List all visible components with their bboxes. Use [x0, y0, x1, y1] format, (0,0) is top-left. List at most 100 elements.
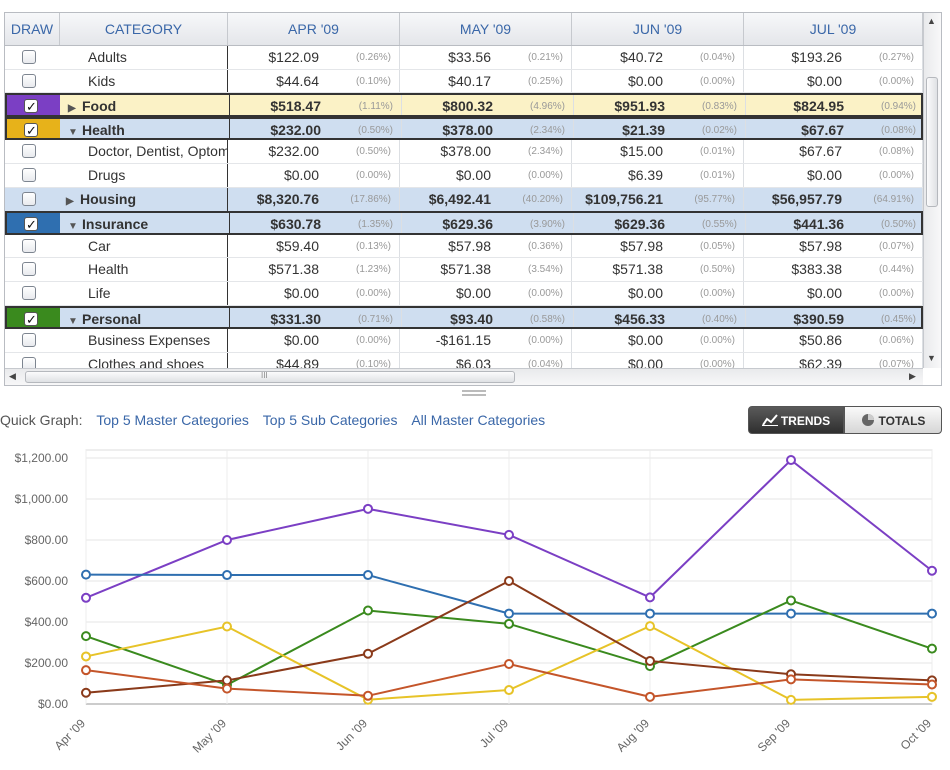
- percent: (0.07%): [878, 240, 914, 252]
- sub-category-row[interactable]: Drugs $0.00 (0.00%) $0.00 (0.00%) $6.39 (0.01%…: [5, 164, 923, 188]
- expand-triangle-icon[interactable]: ▶: [66, 195, 74, 207]
- sub-category-row[interactable]: Health $571.38 (1.23%) $571.38 (3.54%) $571.3…: [5, 258, 923, 282]
- draw-checkbox[interactable]: [22, 168, 36, 182]
- category-cell: ▶ Housing: [60, 187, 228, 212]
- amount: $193.26: [791, 49, 842, 65]
- draw-cell: [5, 188, 58, 212]
- horizontal-scrollbar[interactable]: ◀ III ▶: [5, 368, 923, 385]
- collapse-triangle-icon[interactable]: ▼: [68, 315, 78, 327]
- pane-splitter-handle[interactable]: [462, 390, 486, 396]
- month-value-cell: $33.56 (0.21%): [400, 46, 572, 69]
- master-category-row[interactable]: ▼ Personal $331.30 (0.71%) $93.40 (0.58%) $456…: [5, 305, 923, 330]
- category-cell: Life: [60, 282, 228, 305]
- collapse-triangle-icon[interactable]: ▼: [68, 221, 78, 233]
- percent: (0.10%): [355, 358, 391, 368]
- draw-checkbox[interactable]: [22, 191, 36, 206]
- sub-category-row[interactable]: Clothes and shoes $44.89 (0.10%) $6.03 (0.04…: [5, 352, 923, 368]
- sub-category-row[interactable]: Business Expenses $0.00 (0.00%) -$161.15 (0.…: [5, 329, 923, 353]
- vertical-scrollbar[interactable]: ▲ ▼: [923, 13, 941, 368]
- draw-checkbox[interactable]: [22, 238, 36, 253]
- sub-category-row[interactable]: Adults $122.09 (0.26%) $33.56 (0.21%) $40.72 (…: [5, 46, 923, 70]
- sub-category-row[interactable]: Car $59.40 (0.13%) $57.98 (0.36%) $57.98 (0.05…: [5, 234, 923, 259]
- category-grid: DRAW CATEGORY APR '09 MAY '09 JUN '09 JU…: [4, 12, 942, 386]
- draw-checkbox[interactable]: [22, 333, 36, 348]
- totals-button[interactable]: TOTALS: [844, 406, 942, 434]
- header-month[interactable]: JUL '09: [744, 13, 923, 45]
- draw-cell: [7, 95, 60, 115]
- horizontal-scroll-thumb[interactable]: III: [25, 371, 515, 383]
- scroll-up-icon[interactable]: ▲: [927, 16, 936, 26]
- master-category-row[interactable]: ▼Insurance$630.78(1.35%)$629.36(3.90%) $6…: [5, 211, 923, 235]
- trends-button[interactable]: TRENDS: [748, 406, 844, 434]
- amount: $0.00: [455, 167, 491, 183]
- amount: $15.00: [620, 143, 663, 160]
- quick-graph-link-all-master[interactable]: All Master Categories: [411, 412, 546, 428]
- draw-checkbox[interactable]: [22, 144, 36, 159]
- data-point: [927, 691, 937, 702]
- category-cell: ▼ Insurance: [62, 213, 230, 233]
- amount: $8,320.76: [256, 190, 319, 207]
- percent: (0.00%): [527, 335, 563, 347]
- draw-checkbox[interactable]: [24, 120, 38, 138]
- draw-checkbox[interactable]: [22, 356, 36, 368]
- header-draw[interactable]: DRAW: [5, 13, 60, 45]
- amount: $824.95: [793, 98, 844, 115]
- scroll-down-icon[interactable]: ▼: [927, 353, 936, 363]
- x-tick-label: Sep '09: [755, 716, 794, 755]
- amount: $6.39: [627, 167, 663, 183]
- month-value-cell: $630.78 (1.35%): [230, 213, 402, 233]
- draw-checkbox[interactable]: [22, 286, 36, 300]
- amount: $0.00: [806, 72, 842, 89]
- master-category-row[interactable]: ▼ Health $232.00 (0.50%) $378.00 (2.34%) $21.3…: [5, 116, 923, 141]
- grid-rows: Adults $122.09 (0.26%) $33.56 (0.21%) $40.72 (…: [5, 46, 923, 368]
- percent: (0.94%): [880, 101, 916, 113]
- master-category-row[interactable]: ▶ Food $518.47 (1.11%) $800.32 (4.96%) $951.93…: [5, 93, 923, 117]
- month-value-cell: $6.03 (0.04%): [400, 352, 572, 368]
- collapse-triangle-icon[interactable]: ▼: [68, 126, 78, 138]
- month-value-cell: $383.38 (0.44%): [744, 258, 923, 281]
- data-point: [81, 651, 91, 662]
- percent: (0.55%): [701, 219, 737, 231]
- amount: $630.78: [270, 216, 321, 233]
- amount: $122.09: [268, 49, 319, 65]
- draw-checkbox[interactable]: [22, 73, 36, 88]
- draw-checkbox[interactable]: [24, 214, 38, 233]
- month-value-cell: $0.00 (0.00%): [228, 282, 400, 305]
- percent: (0.00%): [878, 75, 914, 87]
- data-point: [222, 621, 232, 632]
- header-month[interactable]: MAY '09: [400, 13, 572, 45]
- draw-checkbox[interactable]: [24, 309, 38, 327]
- expand-triangle-icon[interactable]: ▶: [68, 103, 76, 115]
- data-point: [645, 592, 655, 603]
- amount: $40.17: [448, 72, 491, 89]
- header-month[interactable]: JUN '09: [572, 13, 744, 45]
- scroll-left-icon[interactable]: ◀: [9, 371, 16, 381]
- month-value-cell: $629.36 (3.90%): [402, 213, 574, 233]
- draw-checkbox[interactable]: [22, 50, 36, 64]
- amount: $390.59: [793, 310, 844, 327]
- amount: $571.38: [268, 261, 319, 278]
- master-category-row[interactable]: ▶ Housing $8,320.76 (17.86%) $6,492.41 (40.20…: [5, 187, 923, 212]
- month-value-cell: $62.39 (0.07%): [744, 352, 923, 368]
- sub-category-row[interactable]: Life $0.00 (0.00%) $0.00 (0.00%) $0.00 (0.00%)…: [5, 282, 923, 306]
- quick-graph-link-top5-sub[interactable]: Top 5 Sub Categories: [262, 412, 398, 428]
- draw-checkbox[interactable]: [22, 262, 36, 277]
- draw-checkbox[interactable]: [24, 96, 38, 115]
- header-category[interactable]: CATEGORY: [60, 13, 228, 45]
- percent: (40.20%): [522, 193, 563, 205]
- amount: $0.00: [627, 332, 663, 349]
- data-point: [504, 529, 514, 540]
- category-name: Doctor, Dentist, Optometrist: [88, 143, 228, 160]
- month-value-cell: $0.00 (0.00%): [744, 164, 923, 187]
- sub-category-row[interactable]: Doctor, Dentist, Optometrist $232.00 (0.50…: [5, 140, 923, 164]
- amount: $0.00: [806, 285, 842, 301]
- draw-cell: [5, 329, 58, 352]
- sub-category-row[interactable]: Kids $44.64 (0.10%) $40.17 (0.25%) $0.00 (0.00…: [5, 69, 923, 94]
- header-month[interactable]: APR '09: [228, 13, 400, 45]
- vertical-scroll-thumb[interactable]: [926, 77, 938, 207]
- grid-header: DRAW CATEGORY APR '09 MAY '09 JUN '09 JU…: [5, 13, 923, 46]
- percent: (2.34%): [529, 124, 565, 136]
- scroll-right-icon[interactable]: ▶: [909, 371, 916, 381]
- quick-graph-link-top5-master[interactable]: Top 5 Master Categories: [96, 412, 249, 428]
- x-tick-label: Aug '09: [614, 716, 653, 755]
